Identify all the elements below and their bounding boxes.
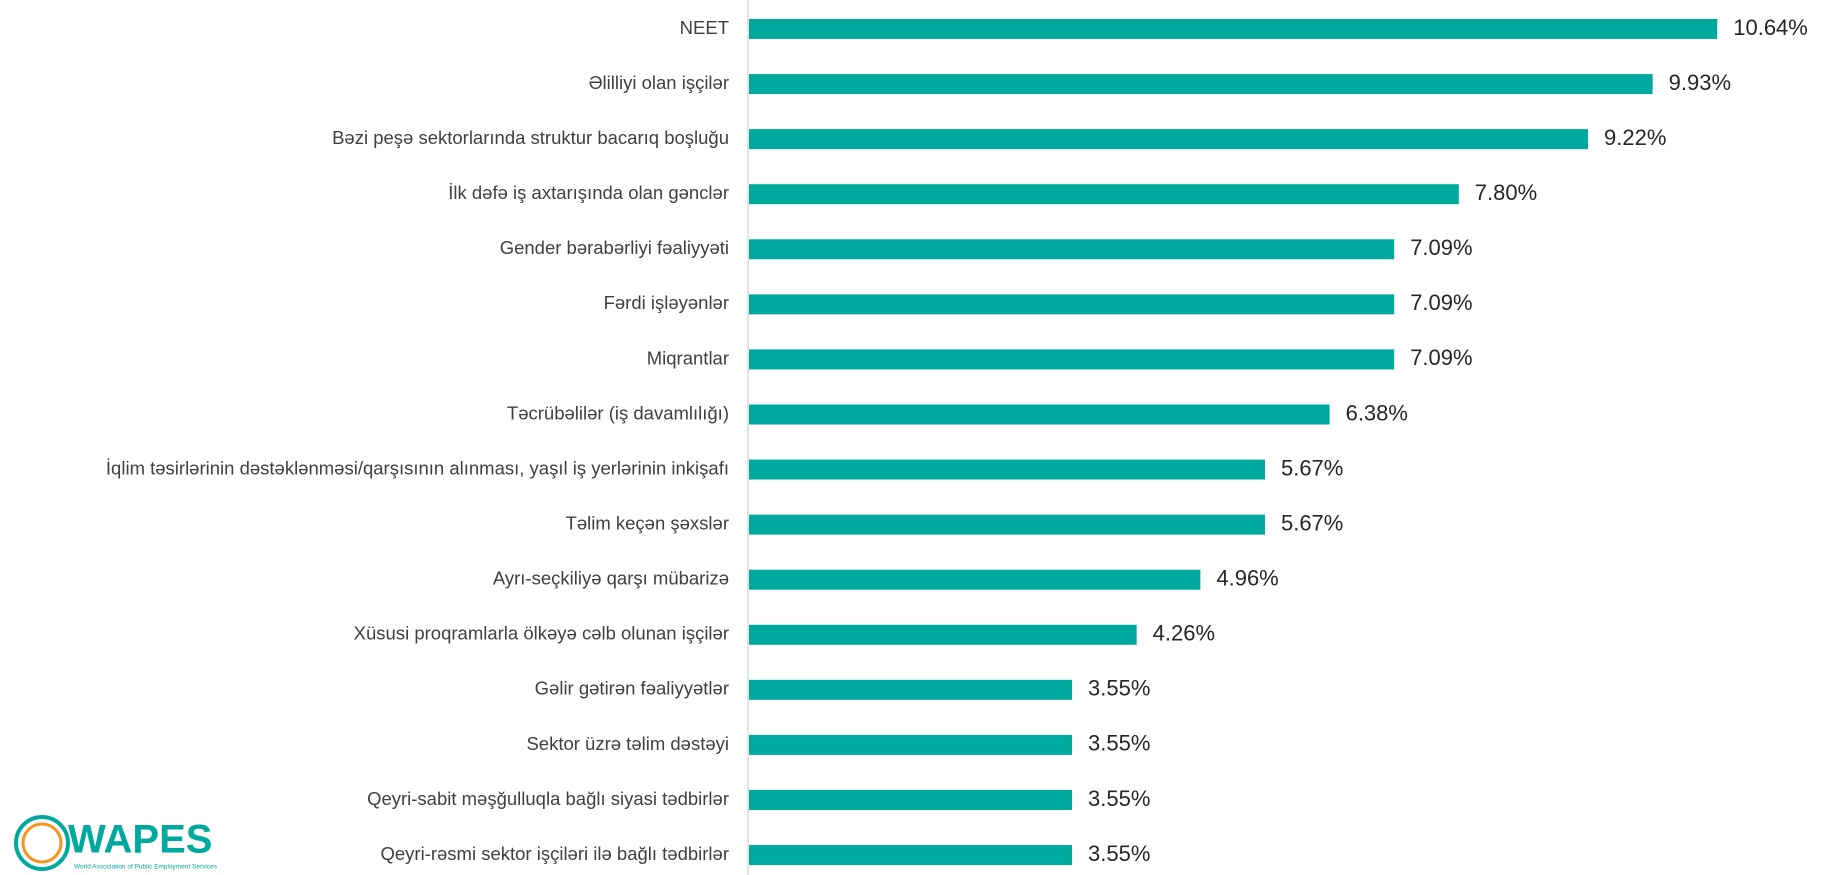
category-label: Gəlir gətirən fəaliyyətlər (535, 678, 729, 699)
category-label: Qeyri-sabit məşğulluqla bağlı siyasi təd… (367, 788, 729, 809)
bar (749, 184, 1459, 205)
category-label: NEET (680, 17, 729, 38)
logo-ring (21, 822, 63, 864)
bar (749, 789, 1073, 810)
bar (749, 19, 1718, 39)
bar (749, 239, 1395, 260)
logo-ring (14, 815, 70, 871)
bar (749, 624, 1137, 645)
logo-name: WAPES (68, 818, 212, 862)
bar (749, 74, 1653, 95)
value-label: 3.55% (1088, 676, 1150, 701)
category-label: İlk dəfə iş axtarışında olan gənclər (448, 182, 729, 203)
category-label: Ayrı-seçkiliyə qarşı mübarizə (493, 568, 729, 589)
category-label: Bəzi peşə sektorlarında struktur bacarıq… (332, 127, 729, 148)
category-label: Təlim keçən şəxslər (566, 513, 729, 534)
bar (749, 459, 1265, 480)
value-label: 7.80% (1475, 180, 1537, 205)
value-label: 3.55% (1088, 786, 1150, 811)
value-label: 5.67% (1281, 455, 1343, 480)
value-label: 3.55% (1088, 731, 1150, 756)
category-label: Təcrübəlilər (iş davamlılığı) (507, 402, 729, 423)
value-label: 7.09% (1410, 345, 1472, 370)
value-label: 5.67% (1281, 510, 1343, 535)
logo: WAPES World Association of Public Employ… (14, 815, 218, 871)
bar (749, 679, 1073, 700)
bar (749, 294, 1395, 315)
value-label: 4.96% (1216, 566, 1278, 591)
value-label: 9.93% (1669, 70, 1731, 95)
category-label: Qeyri-rəsmi sektor işçiləri ilə bağlı tə… (380, 843, 729, 864)
bar (749, 404, 1330, 425)
bar (749, 734, 1073, 755)
value-label: 10.64% (1733, 15, 1808, 40)
value-label: 6.38% (1346, 400, 1408, 425)
category-label: Xüsusi proqramlarla ölkəyə cəlb olunan i… (354, 623, 729, 644)
category-label: Sektor üzrə təlim dəstəyi (526, 733, 729, 754)
bar (749, 569, 1201, 590)
logo-subtitle: World Association of Public Employment S… (74, 864, 218, 871)
value-label: 3.55% (1088, 841, 1150, 866)
bar (749, 129, 1589, 150)
bar (749, 514, 1265, 535)
category-label: Əlilliyi olan işçilər (589, 72, 729, 93)
category-label: Fərdi işləyənlər (604, 292, 729, 313)
category-label: Miqrantlar (647, 347, 729, 368)
bar (749, 845, 1073, 866)
category-label: Gender bərabərliyi fəaliyyəti (500, 237, 729, 258)
category-label: İqlim təsirlərinin dəstəklənməsi/qarşısı… (106, 457, 729, 478)
value-label: 7.09% (1410, 290, 1472, 315)
value-label: 9.22% (1604, 125, 1666, 150)
bar (749, 349, 1395, 370)
value-label: 4.26% (1153, 621, 1215, 646)
value-label: 7.09% (1410, 235, 1472, 260)
